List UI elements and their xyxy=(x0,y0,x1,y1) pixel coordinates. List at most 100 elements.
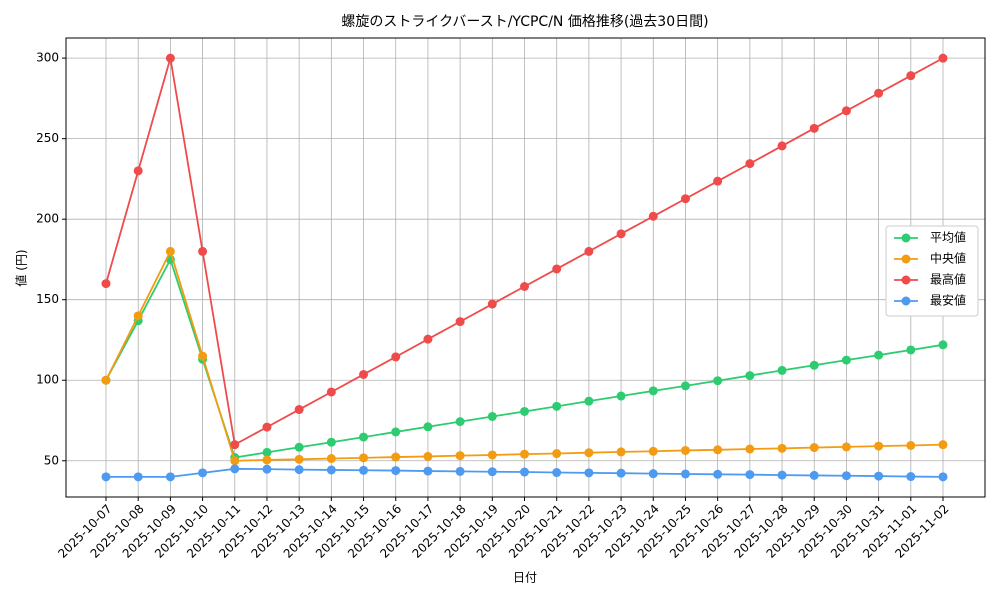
data-point xyxy=(230,464,240,474)
data-point xyxy=(487,450,497,460)
data-point xyxy=(165,472,175,482)
data-point xyxy=(616,229,626,239)
data-point xyxy=(326,387,336,397)
data-point xyxy=(809,360,819,370)
data-point xyxy=(874,88,884,98)
data-point xyxy=(648,469,658,479)
data-point xyxy=(455,417,465,427)
data-point xyxy=(101,472,111,482)
data-point xyxy=(262,447,272,457)
legend-marker xyxy=(901,296,911,306)
data-point xyxy=(455,451,465,461)
data-point xyxy=(809,123,819,133)
data-point xyxy=(745,371,755,381)
data-point xyxy=(359,369,369,379)
data-point xyxy=(809,470,819,480)
data-point xyxy=(777,443,787,453)
data-point xyxy=(745,470,755,480)
data-point xyxy=(713,376,723,386)
data-point xyxy=(198,246,208,256)
data-point xyxy=(584,396,594,406)
data-point xyxy=(326,437,336,447)
data-point xyxy=(198,351,208,361)
data-point xyxy=(938,440,948,450)
data-point xyxy=(165,246,175,256)
data-point xyxy=(230,440,240,450)
y-tick-label: 250 xyxy=(36,131,59,145)
legend-marker xyxy=(901,254,911,264)
data-point xyxy=(616,391,626,401)
data-point xyxy=(874,471,884,481)
data-point xyxy=(680,194,690,204)
data-point xyxy=(616,468,626,478)
legend-label: 最安値 xyxy=(930,293,966,308)
y-axis-label: 値 (円) xyxy=(14,249,29,286)
data-point xyxy=(133,311,143,321)
data-point xyxy=(680,445,690,455)
x-axis-label: 日付 xyxy=(513,571,537,585)
data-point xyxy=(552,449,562,459)
y-tick-label: 50 xyxy=(44,453,59,467)
data-point xyxy=(326,465,336,475)
data-point xyxy=(745,159,755,169)
data-point xyxy=(487,467,497,477)
plot-frame xyxy=(65,37,986,498)
data-point xyxy=(938,53,948,63)
data-point xyxy=(423,466,433,476)
data-point xyxy=(455,466,465,476)
data-point xyxy=(713,469,723,479)
data-point xyxy=(391,352,401,362)
data-point xyxy=(326,454,336,464)
data-point xyxy=(648,446,658,456)
data-point xyxy=(552,401,562,411)
legend-marker xyxy=(901,233,911,243)
data-point xyxy=(391,427,401,437)
data-point xyxy=(777,470,787,480)
data-point xyxy=(294,405,304,415)
data-point xyxy=(874,350,884,360)
data-point xyxy=(616,447,626,457)
data-point xyxy=(165,53,175,63)
data-point xyxy=(455,317,465,327)
legend-label: 中央値 xyxy=(930,251,966,266)
data-point xyxy=(294,442,304,452)
data-point xyxy=(552,468,562,478)
data-point xyxy=(359,432,369,442)
data-point xyxy=(520,282,529,292)
y-tick-label: 300 xyxy=(36,51,59,65)
y-tick-label: 150 xyxy=(36,292,59,306)
data-point xyxy=(391,466,401,476)
data-point xyxy=(294,454,304,464)
data-point xyxy=(198,468,208,478)
data-point xyxy=(520,467,529,477)
data-point xyxy=(101,375,111,385)
data-point xyxy=(487,299,497,309)
data-point xyxy=(423,422,433,432)
data-point xyxy=(906,345,916,355)
legend-label: 最高値 xyxy=(930,272,966,287)
data-point xyxy=(101,279,111,289)
data-point xyxy=(262,455,272,465)
data-point xyxy=(294,465,304,475)
data-point xyxy=(423,334,433,344)
y-tick-label: 200 xyxy=(36,212,59,226)
data-point xyxy=(777,141,787,151)
data-point xyxy=(648,386,658,396)
data-point xyxy=(487,411,497,421)
data-point xyxy=(841,442,851,452)
data-point xyxy=(262,464,272,474)
data-point xyxy=(680,381,690,391)
data-point xyxy=(906,440,916,450)
data-point xyxy=(391,452,401,462)
data-point xyxy=(713,176,723,186)
data-point xyxy=(906,71,916,81)
data-point xyxy=(841,355,851,365)
data-point xyxy=(713,445,723,455)
data-point xyxy=(745,444,755,454)
data-point xyxy=(874,441,884,451)
y-tick-label: 100 xyxy=(36,373,59,387)
legend-label: 平均値 xyxy=(930,230,966,245)
data-point xyxy=(777,365,787,375)
data-point xyxy=(262,422,272,432)
